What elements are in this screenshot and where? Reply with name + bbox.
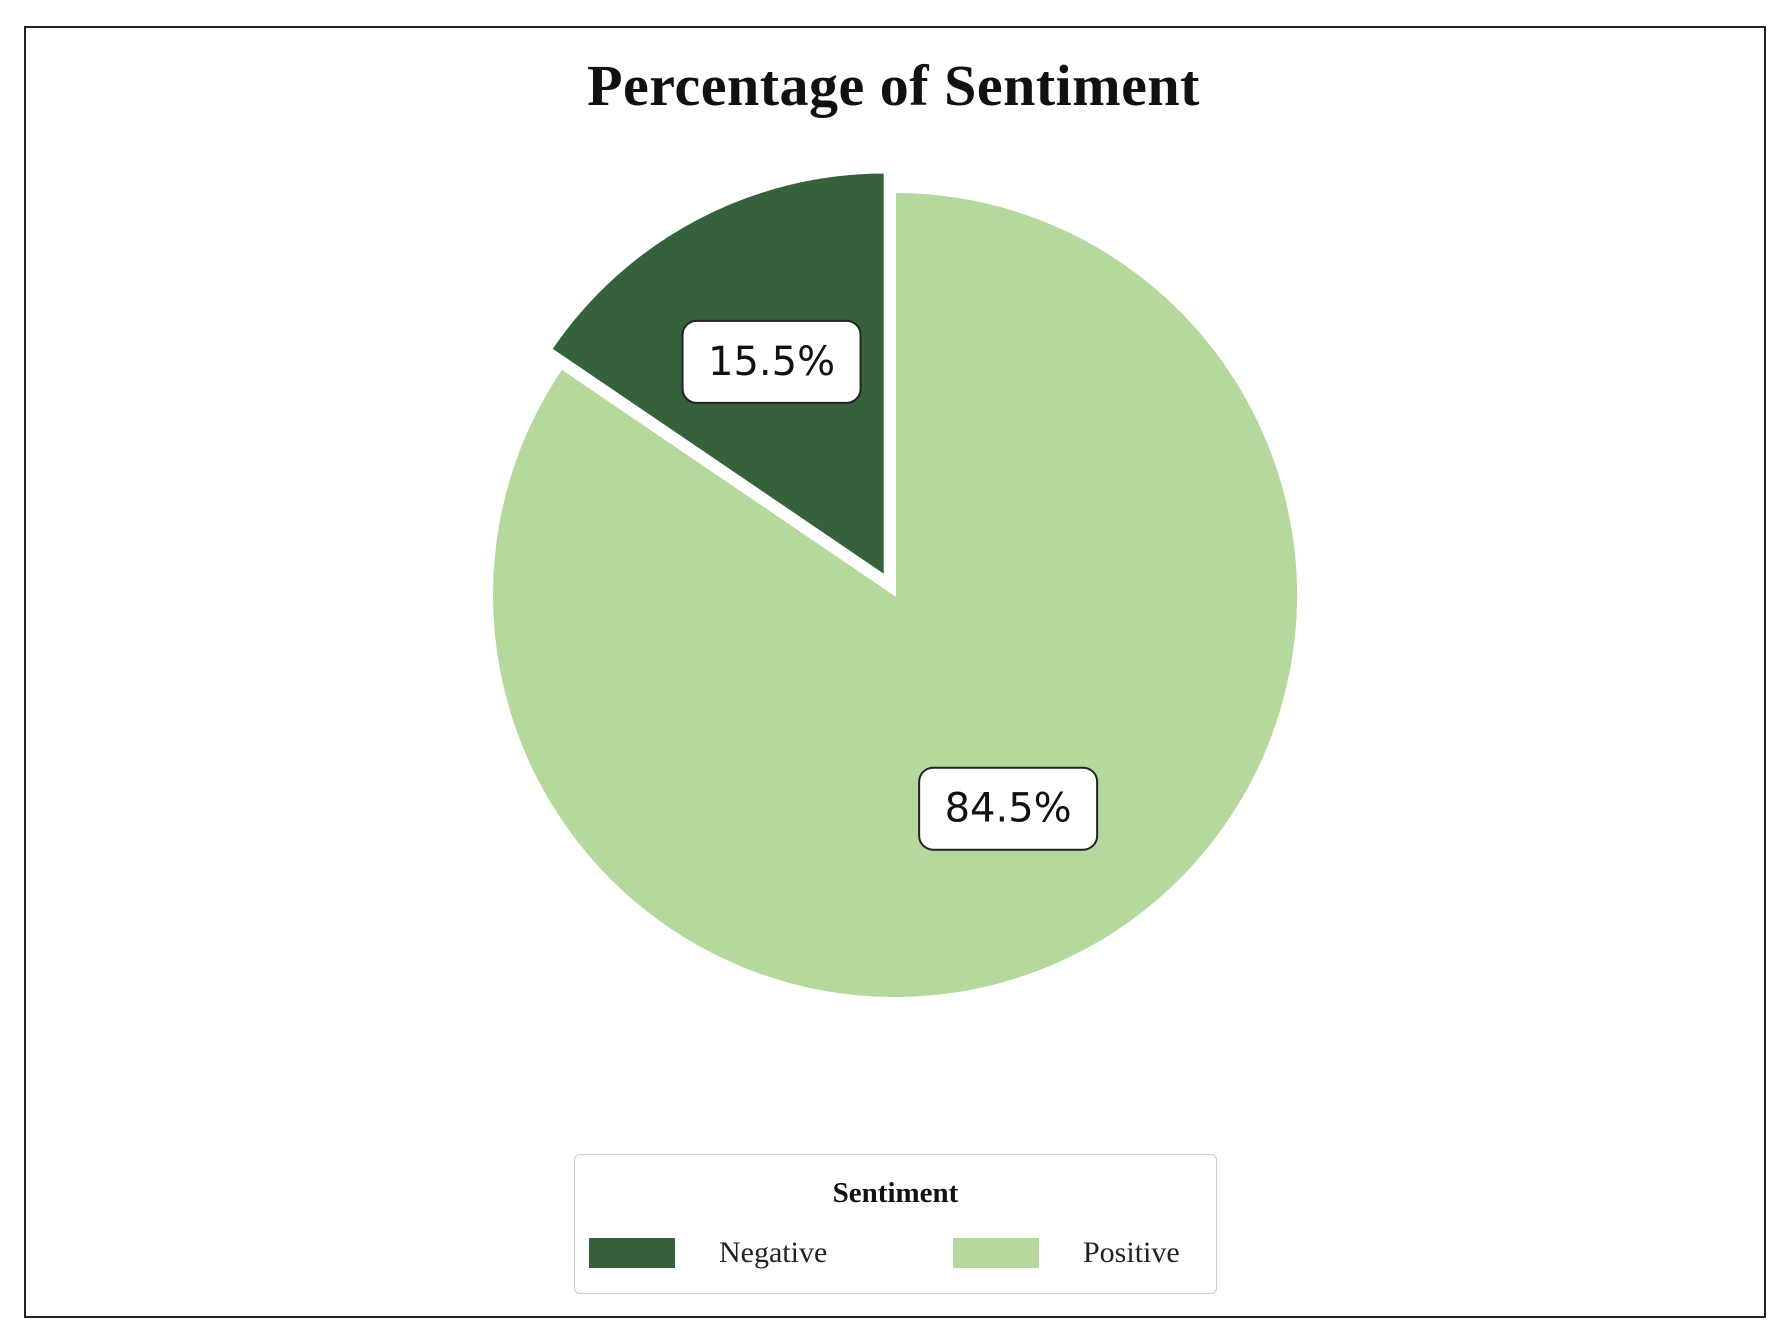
- legend-label-positive: Positive: [1083, 1236, 1180, 1269]
- data-label-negative: 15.5%: [681, 319, 862, 404]
- legend-item-positive: Positive: [953, 1235, 1180, 1271]
- legend-label-negative: Negative: [719, 1236, 828, 1269]
- data-label-text-positive: 84.5%: [945, 786, 1072, 832]
- legend-item-negative: Negative: [589, 1235, 827, 1271]
- legend-title: Sentiment: [832, 1177, 959, 1209]
- data-label-box-positive: [918, 766, 1099, 851]
- legend-swatch-positive: [953, 1238, 1039, 1268]
- legend-swatch-negative: [589, 1238, 675, 1268]
- data-label-box-negative: [681, 319, 862, 404]
- legend: Sentiment Negative Positive: [574, 1154, 1217, 1294]
- data-label-text-negative: 15.5%: [708, 339, 835, 385]
- data-label-positive: 84.5%: [918, 766, 1099, 851]
- chart-title: Percentage of Sentiment: [587, 53, 1200, 118]
